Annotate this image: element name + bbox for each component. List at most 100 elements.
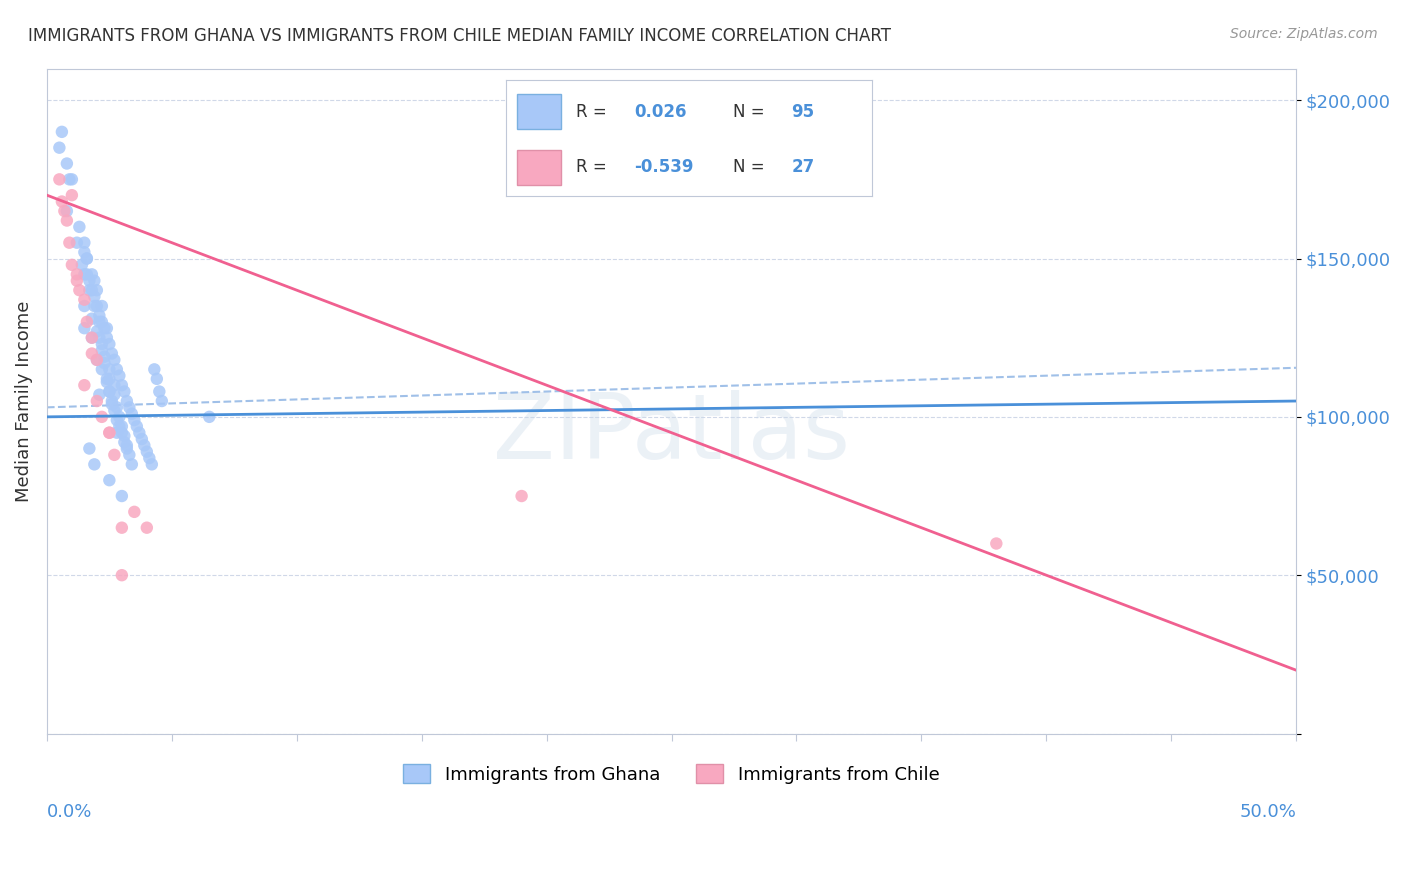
Point bbox=[105, 362, 128, 376]
Point bbox=[86, 394, 108, 409]
Point bbox=[90, 299, 112, 313]
Point bbox=[111, 419, 134, 434]
Text: 95: 95 bbox=[792, 103, 814, 120]
Point bbox=[70, 258, 93, 272]
FancyBboxPatch shape bbox=[517, 150, 561, 185]
Point bbox=[98, 384, 121, 399]
Point bbox=[150, 394, 173, 409]
Point bbox=[80, 311, 103, 326]
Point bbox=[80, 346, 103, 360]
Point bbox=[58, 172, 80, 186]
Point bbox=[96, 375, 118, 389]
Point bbox=[83, 274, 105, 288]
Point bbox=[121, 407, 143, 421]
Point bbox=[86, 352, 108, 367]
Point bbox=[135, 521, 157, 535]
Point bbox=[124, 505, 146, 519]
Point bbox=[90, 343, 112, 358]
Point bbox=[112, 384, 135, 399]
Point bbox=[112, 429, 135, 443]
Point bbox=[115, 442, 138, 456]
Point bbox=[76, 252, 98, 266]
Point bbox=[73, 299, 96, 313]
Text: N =: N = bbox=[733, 103, 765, 120]
Point bbox=[80, 331, 103, 345]
Point bbox=[80, 268, 103, 282]
Y-axis label: Median Family Income: Median Family Income bbox=[15, 301, 32, 501]
Point bbox=[98, 337, 121, 351]
Point bbox=[56, 213, 79, 227]
Point bbox=[111, 568, 134, 582]
Point bbox=[103, 352, 125, 367]
Point bbox=[108, 368, 131, 383]
Point bbox=[96, 372, 118, 386]
Point bbox=[89, 331, 111, 345]
Point bbox=[83, 289, 105, 303]
Point bbox=[105, 425, 128, 440]
Point bbox=[76, 315, 98, 329]
Point bbox=[79, 283, 101, 297]
Point bbox=[148, 384, 170, 399]
Point bbox=[76, 268, 98, 282]
Point bbox=[141, 458, 163, 472]
Point bbox=[93, 321, 115, 335]
Point bbox=[73, 268, 96, 282]
Text: 50.0%: 50.0% bbox=[1239, 803, 1296, 822]
Point bbox=[73, 293, 96, 307]
Point bbox=[67, 283, 90, 297]
Point bbox=[103, 448, 125, 462]
Point bbox=[98, 425, 121, 440]
Point bbox=[86, 299, 108, 313]
Point bbox=[90, 362, 112, 376]
Point bbox=[90, 409, 112, 424]
Point bbox=[60, 172, 83, 186]
Point bbox=[56, 156, 79, 170]
Text: ZIPatlas: ZIPatlas bbox=[494, 391, 851, 478]
Text: 0.0%: 0.0% bbox=[46, 803, 93, 822]
Point bbox=[98, 473, 121, 487]
Point bbox=[51, 194, 73, 209]
Point bbox=[103, 403, 125, 417]
Point bbox=[79, 442, 101, 456]
Text: -0.539: -0.539 bbox=[634, 158, 693, 177]
Point bbox=[101, 346, 124, 360]
Point bbox=[58, 235, 80, 250]
Point bbox=[115, 438, 138, 452]
Point bbox=[986, 536, 1008, 550]
Text: N =: N = bbox=[733, 158, 765, 177]
Point bbox=[89, 387, 111, 401]
Point bbox=[510, 489, 533, 503]
Point bbox=[138, 450, 160, 465]
Point bbox=[67, 219, 90, 234]
Text: IMMIGRANTS FROM GHANA VS IMMIGRANTS FROM CHILE MEDIAN FAMILY INCOME CORRELATION : IMMIGRANTS FROM GHANA VS IMMIGRANTS FROM… bbox=[28, 27, 891, 45]
Point bbox=[93, 350, 115, 364]
Point bbox=[98, 425, 121, 440]
Text: R =: R = bbox=[575, 158, 606, 177]
Point bbox=[66, 274, 89, 288]
Point bbox=[86, 283, 108, 297]
Point bbox=[73, 235, 96, 250]
Point bbox=[86, 352, 108, 367]
Point bbox=[48, 141, 70, 155]
Point bbox=[48, 172, 70, 186]
Point bbox=[51, 125, 73, 139]
Point bbox=[66, 268, 89, 282]
Text: 27: 27 bbox=[792, 158, 814, 177]
Point bbox=[134, 438, 156, 452]
Point bbox=[111, 489, 134, 503]
Point bbox=[90, 337, 112, 351]
Point bbox=[146, 372, 169, 386]
Point bbox=[105, 413, 128, 427]
Point bbox=[73, 378, 96, 392]
Point bbox=[105, 401, 128, 415]
Point bbox=[66, 235, 89, 250]
Point bbox=[56, 204, 79, 219]
Point bbox=[96, 321, 118, 335]
Text: 0.026: 0.026 bbox=[634, 103, 686, 120]
Point bbox=[118, 448, 141, 462]
Point bbox=[143, 362, 166, 376]
Point bbox=[98, 384, 121, 399]
Point bbox=[103, 378, 125, 392]
Point bbox=[131, 432, 153, 446]
Point bbox=[125, 419, 148, 434]
